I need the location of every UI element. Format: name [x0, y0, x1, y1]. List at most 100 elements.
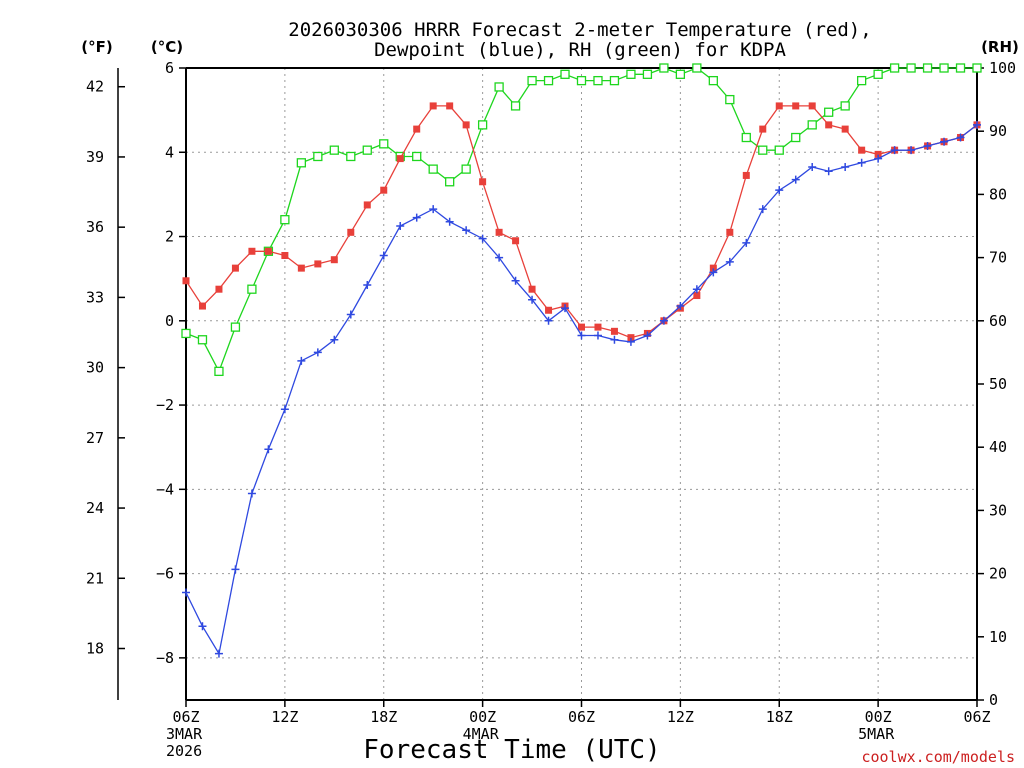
rh-point [280, 215, 290, 225]
dewpoint-point [429, 205, 438, 214]
dewpoint-point [643, 331, 652, 340]
dewpoint-point [544, 316, 553, 325]
rh-tick-label: 0 [989, 691, 998, 709]
dewpoint-point [758, 205, 767, 214]
rh-point [412, 151, 422, 162]
dewpoint-point [511, 276, 520, 285]
dewpoint-point [231, 565, 240, 574]
rh-point [362, 145, 372, 155]
dewpoint-point [775, 186, 784, 195]
rh-point [593, 75, 603, 86]
dewpoint-point [528, 295, 537, 304]
rh-point [510, 101, 521, 111]
x-date-label: 5MAR [858, 725, 895, 743]
dewpoint-point [923, 141, 932, 150]
temperature-point [215, 285, 223, 293]
rh-point [906, 63, 916, 73]
x-tick-label: 18Z [370, 708, 397, 726]
celsius-tick-label: 0 [165, 312, 174, 330]
dewpoint-point [890, 146, 899, 155]
temperature-point [231, 264, 239, 272]
dewpoint-point [478, 234, 487, 243]
rh-point [527, 75, 537, 86]
celsius-tick-label: −6 [156, 565, 174, 583]
temperature-point [314, 260, 322, 268]
rh-point [774, 145, 784, 155]
fahrenheit-tick-label: 33 [86, 288, 104, 306]
celsius-tick-label: 4 [165, 143, 174, 161]
temperature-point [759, 125, 767, 133]
temperature-point [429, 102, 437, 110]
fahrenheit-tick-label: 18 [86, 640, 104, 658]
temperature-point [792, 102, 800, 110]
dewpoint-point [462, 226, 471, 235]
temperature-point [726, 228, 734, 236]
dewpoint-point [412, 213, 421, 222]
dewpoint-point [445, 217, 454, 226]
x-tick-label: 12Z [667, 708, 694, 726]
rh-point [560, 69, 570, 79]
dewpoint-series [182, 120, 981, 658]
rh-point [972, 63, 982, 73]
rh-point [247, 284, 257, 294]
temperature-point [545, 306, 553, 314]
rh-point [494, 82, 504, 92]
dewpoint-point [593, 331, 602, 340]
dewpoint-point [907, 146, 916, 155]
chart-title-line1: 2026030306 HRRR Forecast 2-meter Tempera… [288, 19, 871, 41]
fahrenheit-tick-label: 27 [86, 429, 104, 447]
rh-tick-label: 70 [989, 249, 1007, 267]
rh-point [922, 63, 933, 73]
x-tick-label: 06Z [172, 708, 199, 726]
rh-tick-label: 20 [989, 565, 1007, 583]
x-tick-label: 00Z [469, 708, 496, 726]
celsius-tick-label: 2 [165, 228, 174, 246]
x-tick-label: 06Z [963, 708, 990, 726]
temperature-point [396, 155, 404, 163]
dewpoint-point [561, 304, 570, 313]
temperature-point [742, 171, 750, 179]
dewpoint-point [956, 133, 965, 142]
rh-point [708, 75, 718, 86]
dewpoint-point [676, 302, 685, 311]
temperature-point [380, 186, 388, 194]
rh-point [692, 63, 702, 73]
dewpoint-point [725, 257, 734, 266]
temperature-series [182, 102, 981, 342]
temperature-point [297, 264, 305, 272]
credit-text: coolwx.com/models [861, 748, 1015, 766]
fahrenheit-tick-label: 36 [86, 218, 104, 236]
dewpoint-point [610, 335, 619, 344]
temperature-point [363, 201, 371, 209]
x-tick-label: 06Z [568, 708, 595, 726]
rh-point [791, 132, 801, 143]
rh-tick-label: 10 [989, 628, 1007, 646]
celsius-tick-label: −8 [156, 649, 174, 667]
celsius-unit-label: (°C) [151, 38, 183, 56]
rh-point [873, 69, 883, 79]
dewpoint-point [824, 167, 833, 176]
temperature-point [874, 150, 882, 158]
temperature-point [709, 264, 717, 272]
rh-point [230, 322, 241, 332]
rh-point [741, 132, 751, 143]
temperature-point [627, 334, 635, 342]
dewpoint-point [841, 163, 850, 172]
rh-tick-label: 40 [989, 438, 1007, 456]
dewpoint-point [396, 222, 405, 230]
dewpoint-point [808, 163, 817, 172]
rh-tick-label: 50 [989, 375, 1007, 393]
rh-point [445, 177, 455, 187]
rh-point [659, 63, 669, 73]
dewpoint-point [692, 285, 701, 294]
dewpoint-line [185, 124, 978, 656]
rh-point [758, 145, 768, 155]
dewpoint-point [857, 158, 866, 167]
rh-point [214, 366, 224, 377]
temperature-point [479, 178, 487, 186]
rh-point [725, 94, 735, 105]
rh-point [181, 328, 191, 339]
x-tick-label: 00Z [865, 708, 892, 726]
temperature-point [198, 302, 206, 310]
dewpoint-point [379, 251, 388, 260]
